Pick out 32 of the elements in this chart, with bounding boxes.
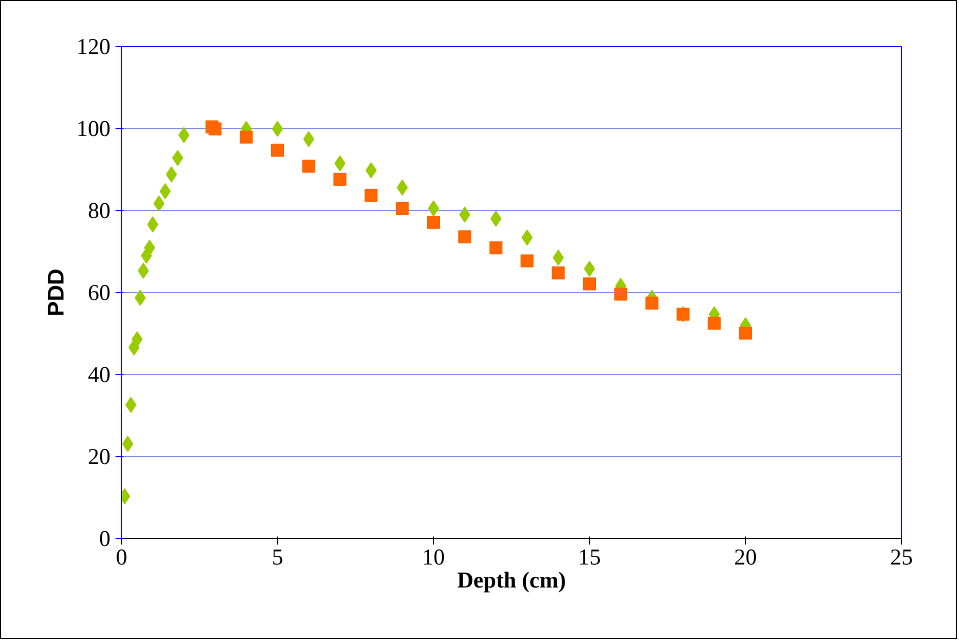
x-tick-label: 20 [734, 544, 757, 570]
y-tick-label: 20 [88, 444, 110, 469]
point [396, 202, 409, 215]
x-tick-label: 25 [890, 544, 913, 570]
point [645, 296, 658, 310]
point [240, 130, 253, 144]
point [739, 326, 752, 340]
point [708, 316, 721, 330]
point [552, 266, 565, 280]
point [458, 230, 472, 244]
x-tick-label: 15 [578, 544, 601, 570]
y-axis-title: PDD [42, 268, 69, 316]
point [333, 172, 346, 186]
point [208, 122, 222, 136]
y-tick-label: 60 [88, 280, 110, 305]
y-tick-label: 80 [88, 198, 110, 223]
y-tick-label: 40 [88, 362, 110, 387]
y-tick-label: 100 [76, 116, 110, 141]
point [364, 188, 378, 202]
point [614, 288, 628, 301]
x-tick-label: 10 [422, 544, 445, 570]
point [271, 144, 284, 157]
point [302, 160, 316, 173]
point [489, 241, 502, 254]
x-tick-label: 5 [272, 544, 284, 570]
x-axis-title: Depth (cm) [457, 568, 566, 592]
y-tick-label: 0 [99, 526, 110, 551]
x-tick-label: 0 [116, 544, 128, 570]
y-tick-label: 120 [76, 34, 110, 59]
point [520, 254, 534, 268]
point [427, 216, 440, 229]
point [583, 277, 596, 290]
